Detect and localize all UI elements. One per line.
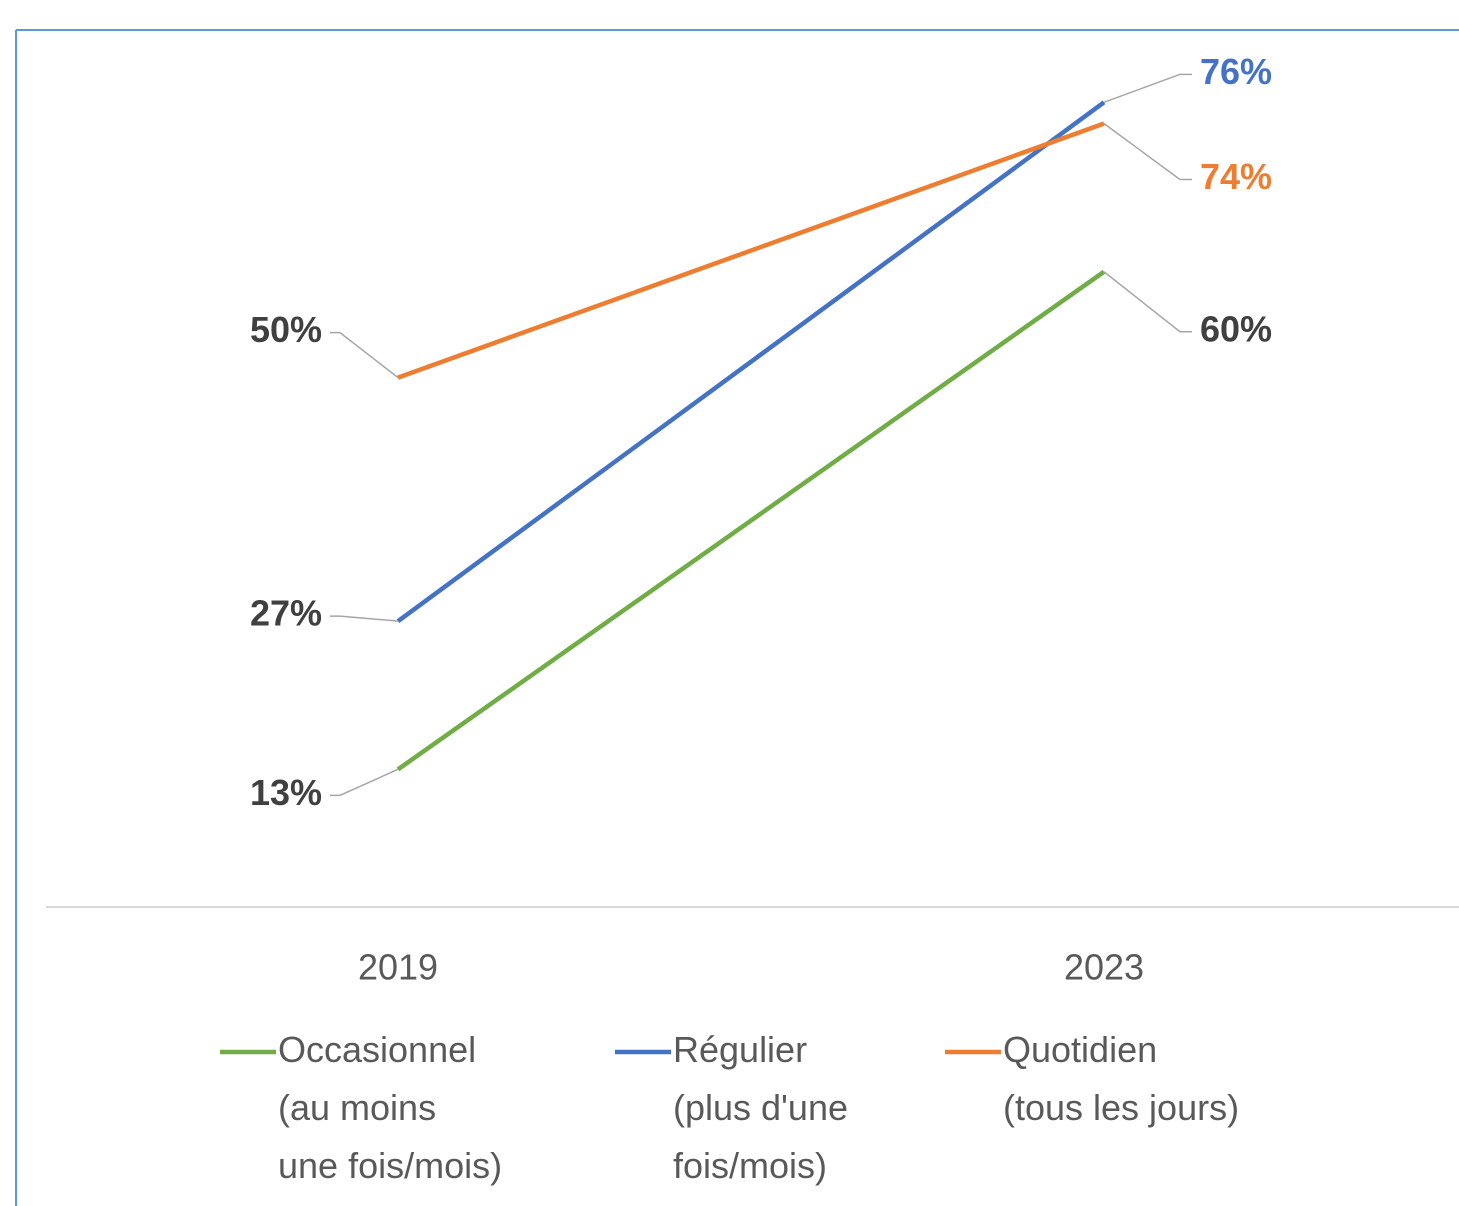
leader-line (330, 615, 399, 622)
series-line (397, 121, 1105, 380)
data-label: 27% (250, 593, 322, 634)
leader-line (330, 768, 399, 797)
data-label: 13% (250, 772, 322, 813)
x-tick-label: 2023 (1064, 947, 1144, 988)
legend-label: Régulier (plus d'une fois/mois) (673, 1029, 848, 1186)
data-label: 60% (1200, 308, 1272, 349)
data-label: 74% (1200, 156, 1272, 197)
leader-line (330, 331, 399, 379)
legend-label: Occasionnel (au moins une fois/mois) (278, 1029, 502, 1186)
series-line (396, 100, 1106, 623)
data-label: 76% (1200, 51, 1272, 92)
leader-line (1103, 73, 1192, 104)
data-label: 50% (250, 309, 322, 350)
x-tick-label: 2019 (358, 947, 438, 988)
leader-line (1103, 271, 1192, 333)
legend-label: Quotidien (tous les jours) (1003, 1029, 1239, 1128)
leader-line (1103, 122, 1192, 181)
series-line (396, 269, 1106, 772)
